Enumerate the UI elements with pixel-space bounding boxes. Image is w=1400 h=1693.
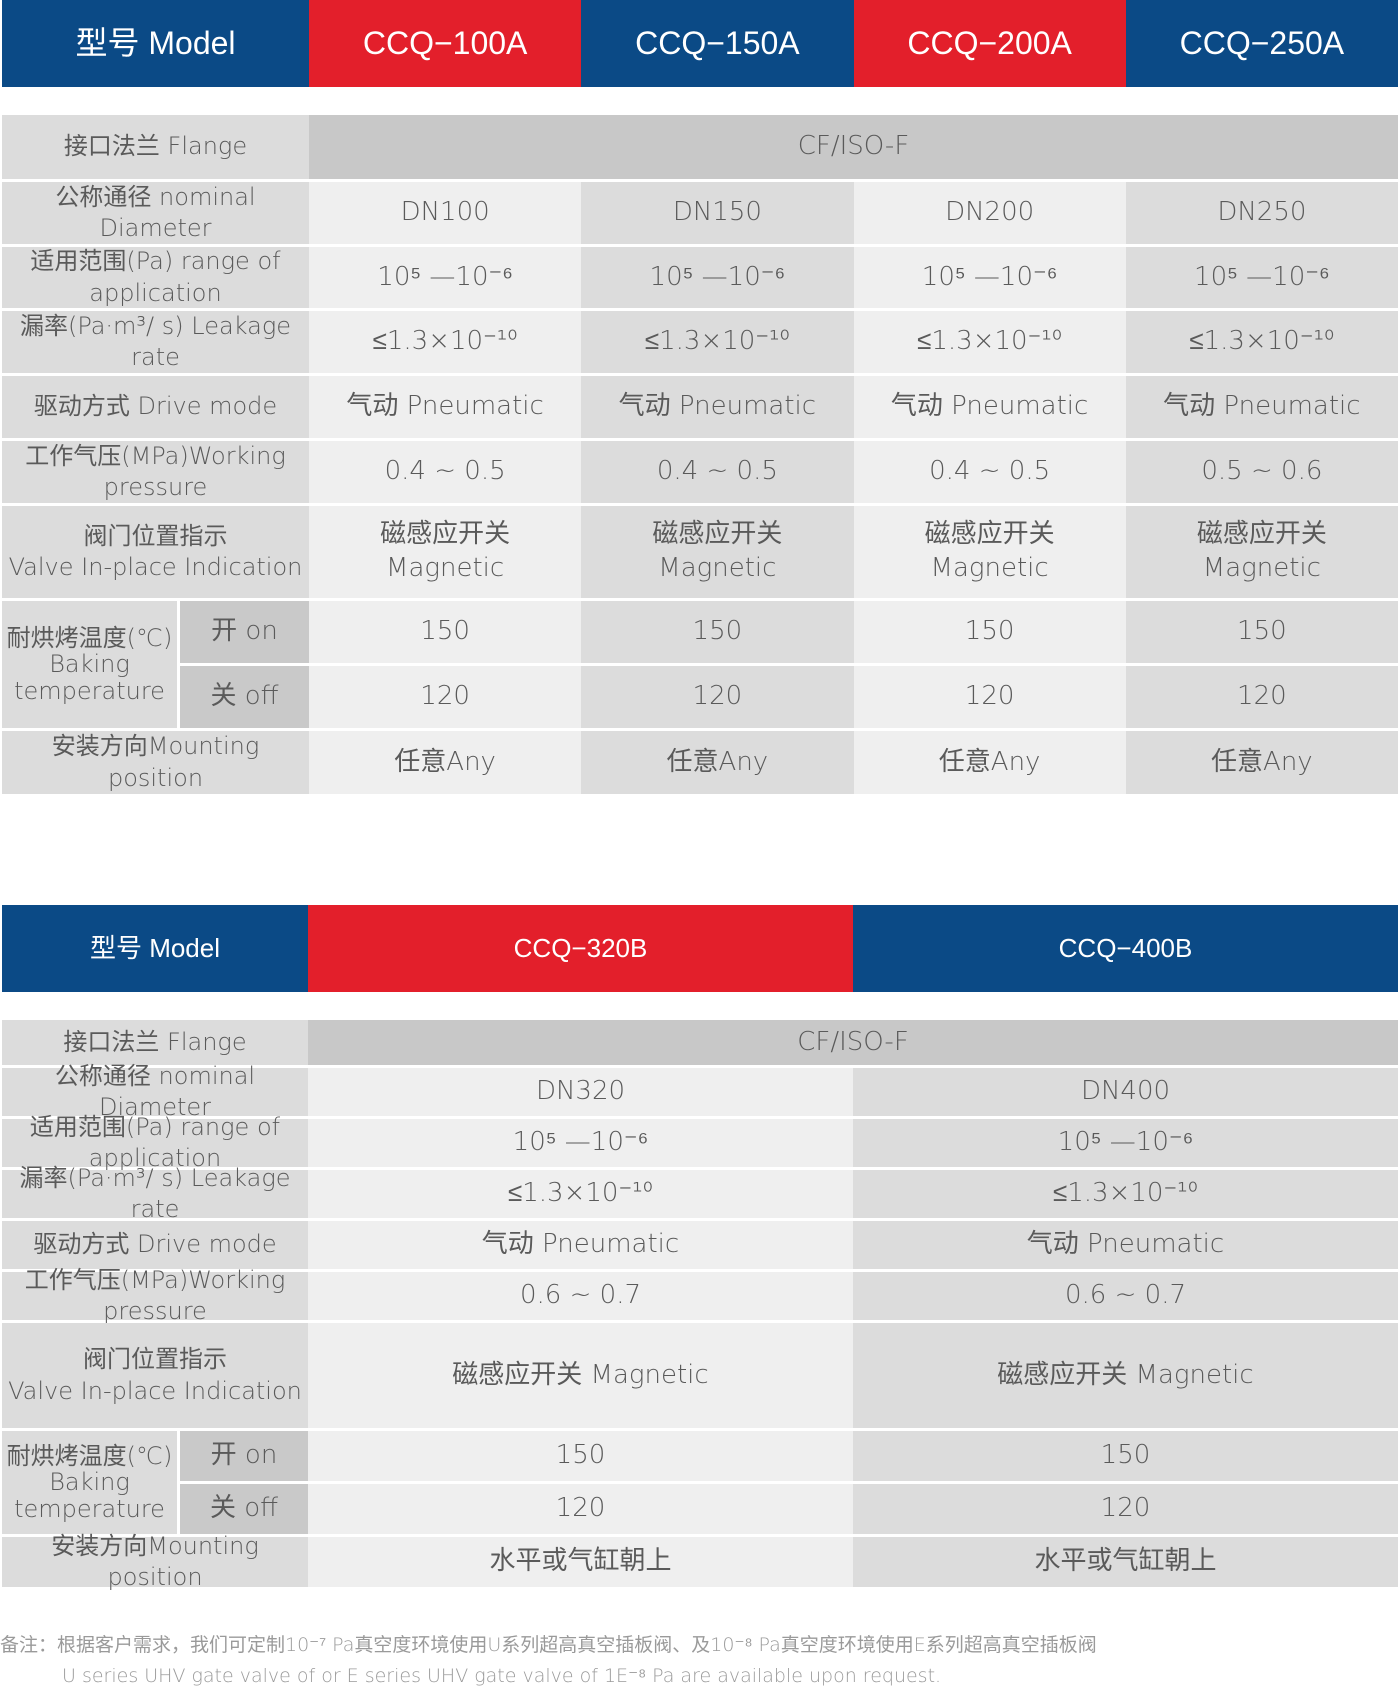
value-indication: 磁感应开关 Magnetic: [853, 1323, 1398, 1428]
value-leakage: ≤1.3×10⁻¹⁰: [1125, 311, 1398, 373]
value-diameter: DN150: [581, 182, 854, 244]
value-mounting: 任意Any: [581, 731, 854, 794]
value-baking-on: 150: [581, 601, 854, 663]
value-range: 10⁵ —10⁻⁶: [1125, 247, 1398, 308]
value-mounting: 任意Any: [309, 731, 582, 794]
value-baking-on: 150: [309, 601, 582, 663]
header-model-label: 型号 Model: [2, 905, 308, 992]
label-leakage: 漏率(Pa·m³/ s) Leakage rate: [2, 1164, 308, 1223]
value-mounting: 任意Any: [853, 731, 1126, 794]
value-pressure: 0.4 ~ 0.5: [309, 441, 582, 503]
value-drive: 气动 Pneumatic: [308, 1221, 853, 1269]
value-range: 10⁵ —10⁻⁶: [309, 247, 582, 308]
value-baking-on: 150: [853, 1431, 1398, 1481]
value-leakage: ≤1.3×10⁻¹⁰: [853, 311, 1126, 373]
value-pressure: 0.6 ~ 0.7: [853, 1272, 1398, 1320]
value-range: 10⁵ —10⁻⁶: [853, 247, 1126, 308]
value-diameter: DN400: [853, 1068, 1398, 1116]
value-baking-on: 150: [308, 1431, 853, 1481]
value-leakage: ≤1.3×10⁻¹⁰: [308, 1170, 853, 1218]
value-baking-on: 150: [853, 601, 1126, 663]
value-baking-off: 120: [308, 1484, 853, 1534]
value-pressure: 0.5 ~ 0.6: [1125, 441, 1398, 503]
label-leakage: 漏率(Pa·m³/ s) Leakage rate: [2, 311, 309, 373]
value-drive: 气动 Pneumatic: [853, 1221, 1398, 1269]
value-flange: CF/ISO-F: [309, 115, 1398, 179]
row-spacer: [2, 90, 1398, 112]
value-range: 10⁵ —10⁻⁶: [308, 1119, 853, 1167]
label-baking-temperature: 耐烘烤温度(℃) Baking temperature: [2, 601, 177, 728]
label-pressure: 工作气压(MPa)Working pressure: [2, 441, 309, 503]
header-model-ccq−200a: CCQ−200A: [853, 0, 1126, 87]
header-model-ccq−100a: CCQ−100A: [309, 0, 582, 87]
value-indication: 磁感应开关 Magnetic: [308, 1323, 853, 1428]
label-range: 适用范围(Pa) range of application: [2, 1113, 308, 1172]
label-baking-off: 关 off: [177, 666, 309, 728]
value-indication: 磁感应开关 Magnetic: [1125, 506, 1398, 598]
label-drive: 驱动方式 Drive mode: [2, 376, 309, 438]
label-indication: 阀门位置指示 Valve In-place Indication: [2, 506, 309, 598]
header-model-ccq−400b: CCQ−400B: [853, 905, 1398, 992]
label-pressure: 工作气压(MPa)Working pressure: [2, 1266, 308, 1325]
value-drive: 气动 Pneumatic: [853, 376, 1126, 438]
value-leakage: ≤1.3×10⁻¹⁰: [853, 1170, 1398, 1218]
value-drive: 气动 Pneumatic: [1125, 376, 1398, 438]
footnote-cn: 备注：根据客户需求，我们可定制10⁻⁷ Pa真空度环境使用U系列超高真空插板阀、…: [0, 1634, 1097, 1656]
label-flange: 接口法兰 Flange: [2, 115, 309, 179]
label-baking-on: 开 on: [177, 601, 309, 663]
value-indication: 磁感应开关 Magnetic: [581, 506, 854, 598]
label-range: 适用范围(Pa) range of application: [2, 247, 309, 308]
value-mounting: 水平或气缸朝上: [308, 1537, 853, 1587]
value-flange: CF/ISO-F: [308, 1020, 1398, 1065]
label-mounting: 安装方向Mounting position: [2, 1532, 308, 1591]
header-model-label: 型号 Model: [2, 0, 309, 87]
value-leakage: ≤1.3×10⁻¹⁰: [581, 311, 854, 373]
footnote-en: U series UHV gate valve of or E series U…: [62, 1665, 942, 1687]
value-drive: 气动 Pneumatic: [581, 376, 854, 438]
label-diameter: 公称通径 nominal Diameter: [2, 182, 309, 244]
label-baking-off: 关 off: [177, 1484, 308, 1534]
value-mounting: 任意Any: [1125, 731, 1398, 794]
label-indication: 阀门位置指示 Valve In-place Indication: [2, 1323, 308, 1428]
label-baking-temperature: 耐烘烤温度(℃) Baking temperature: [2, 1431, 177, 1534]
spec-table-b-series: 型号 Model CCQ−320B CCQ−400B 接口法兰 Flange CF/IS…: [2, 905, 1398, 1591]
value-drive: 气动 Pneumatic: [309, 376, 582, 438]
value-pressure: 0.4 ~ 0.5: [853, 441, 1126, 503]
value-baking-off: 120: [853, 1484, 1398, 1534]
header-model-ccq−150a: CCQ−150A: [581, 0, 854, 87]
value-baking-off: 120: [309, 666, 582, 728]
label-mounting: 安装方向Mounting position: [2, 731, 309, 794]
label-flange: 接口法兰 Flange: [2, 1020, 308, 1065]
spec-table-a-series: 型号 Model CCQ−100A CCQ−150A CCQ−200A CCQ−250A…: [2, 0, 1398, 794]
value-baking-off: 120: [1125, 666, 1398, 728]
value-indication: 磁感应开关 Magnetic: [853, 506, 1126, 598]
value-diameter: DN250: [1125, 182, 1398, 244]
value-baking-on: 150: [1125, 601, 1398, 663]
value-baking-off: 120: [581, 666, 854, 728]
value-leakage: ≤1.3×10⁻¹⁰: [309, 311, 582, 373]
value-pressure: 0.6 ~ 0.7: [308, 1272, 853, 1320]
value-range: 10⁵ —10⁻⁶: [581, 247, 854, 308]
value-baking-off: 120: [853, 666, 1126, 728]
header-model-ccq−320b: CCQ−320B: [308, 905, 853, 992]
label-baking-on: 开 on: [177, 1431, 308, 1481]
label-diameter: 公称通径 nominal Diameter: [2, 1062, 308, 1121]
value-mounting: 水平或气缸朝上: [853, 1537, 1398, 1587]
value-indication: 磁感应开关 Magnetic: [309, 506, 582, 598]
value-diameter: DN200: [853, 182, 1126, 244]
value-diameter: DN100: [309, 182, 582, 244]
value-diameter: DN320: [308, 1068, 853, 1116]
value-range: 10⁵ —10⁻⁶: [853, 1119, 1398, 1167]
row-spacer: [2, 995, 1398, 1017]
header-model-ccq−250a: CCQ−250A: [1125, 0, 1398, 87]
value-pressure: 0.4 ~ 0.5: [581, 441, 854, 503]
label-drive: 驱动方式 Drive mode: [2, 1221, 308, 1269]
